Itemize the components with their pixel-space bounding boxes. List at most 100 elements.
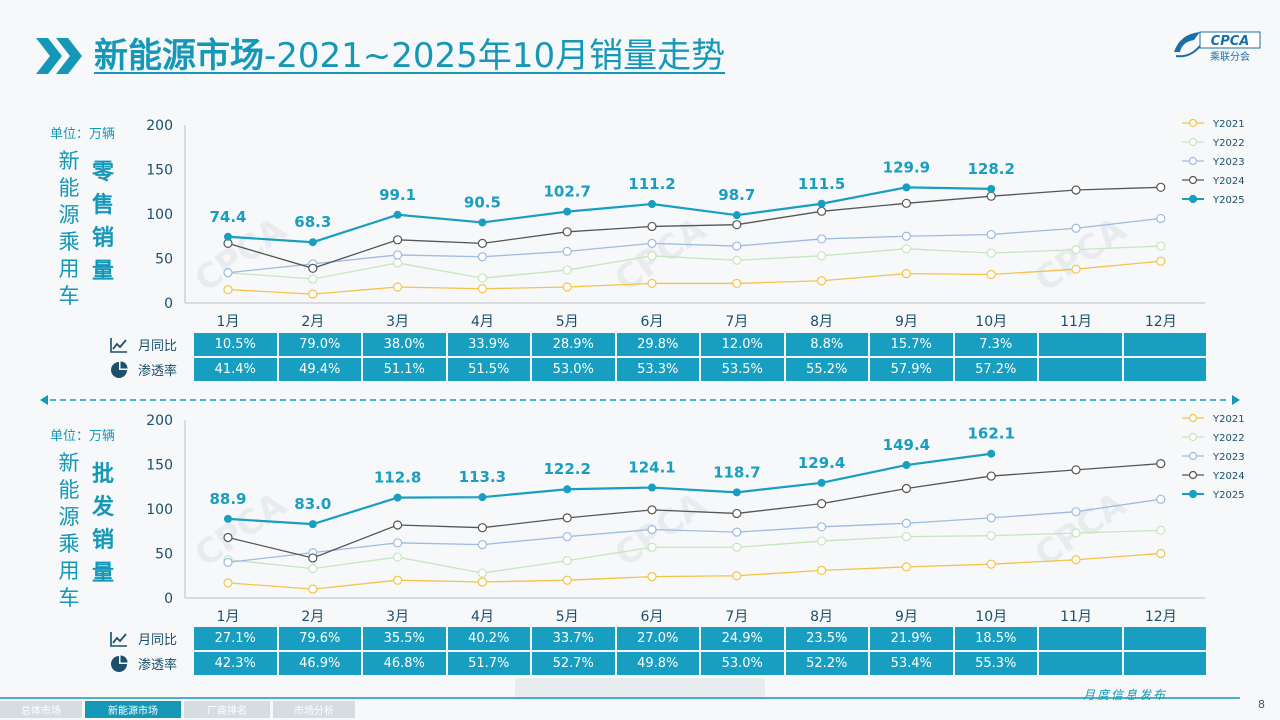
x-tick-label: 7月 [725, 609, 748, 625]
legend-label: Y2025 [1212, 490, 1245, 501]
data-point [562, 227, 572, 237]
data-point [901, 198, 912, 208]
data-point [986, 513, 996, 523]
data-point [1156, 548, 1166, 559]
data-point [986, 559, 996, 569]
data-label: 111.2 [628, 175, 675, 193]
series-line-Y2022 [227, 529, 1161, 574]
data-point [986, 248, 996, 258]
x-tick-label: 8月 [810, 314, 833, 330]
data-point [647, 505, 657, 515]
y-tick-label: 100 [146, 502, 173, 518]
data-point [393, 575, 403, 585]
legend-label: Y2025 [1212, 195, 1245, 206]
y-tick-label: 100 [146, 207, 173, 223]
data-point [732, 488, 741, 497]
yoy-cell: 79.0% [278, 333, 361, 356]
x-tick-label: 4月 [471, 609, 494, 625]
footer-bar [0, 697, 1240, 699]
y-tick-label: 0 [164, 591, 173, 607]
data-point [562, 246, 572, 256]
data-point [562, 556, 572, 566]
data-label: 162.1 [967, 425, 1014, 443]
retail-line-chart: 0 50 100 150 200 1月 2月 3月 4月 5月 6月 7月 8月 9月 10月 11月 12月 Y… [146, 118, 1245, 330]
y-tick-label: 50 [155, 547, 173, 563]
data-point [986, 191, 996, 201]
data-point [816, 536, 827, 546]
wholesale-vtitle-right: 批发销量 [91, 462, 114, 586]
page-title: 新能源市场-2021~2025年10月销量走势 [94, 36, 726, 76]
data-point [647, 238, 657, 248]
data-point [477, 284, 487, 294]
data-label: 122.2 [543, 460, 590, 478]
penetration-cell: 51.7% [447, 652, 530, 675]
data-point [223, 578, 233, 588]
data-point [1071, 528, 1081, 538]
pie-chart-icon [110, 361, 132, 379]
wholesale-penetration-row: 渗透率 42.3% 46.9% 46.8% 51.7% 52.7% 49.8% 53.0% 5… [104, 652, 1208, 675]
section-divider [40, 395, 1240, 405]
wholesale-vtitle-left: 新能源乘用车 [58, 451, 80, 610]
penetration-cell: 42.3% [194, 652, 277, 675]
data-point [1156, 494, 1166, 504]
penetration-cell: 53.4% [870, 652, 953, 675]
data-point [1156, 213, 1166, 224]
tab-nev-market[interactable]: 新能源市场 [85, 701, 181, 718]
data-point [477, 238, 487, 248]
yoy-cell: 79.6% [278, 627, 361, 650]
row-label: 渗透率 [104, 358, 194, 381]
x-tick-label: 4月 [471, 314, 494, 330]
series-line-Y2025 [227, 452, 992, 526]
data-point [1156, 241, 1166, 251]
data-point [1156, 256, 1166, 266]
penetration-cell: 46.8% [363, 652, 446, 675]
data-point [648, 200, 656, 209]
legend-marker [1188, 451, 1198, 461]
yoy-cell: 24.9% [701, 627, 784, 650]
data-point [563, 485, 572, 494]
wholesale-unit-label: 单位：万辆 [50, 429, 116, 444]
data-point [902, 461, 911, 470]
penetration-cell [1123, 652, 1206, 675]
data-label: 118.7 [713, 463, 760, 481]
data-point [308, 274, 318, 284]
legend-label: Y2023 [1212, 452, 1245, 463]
yoy-cell [1123, 627, 1206, 650]
data-label: 112.8 [374, 469, 421, 487]
cpca-logo: CPCA 乘联分会 [1174, 31, 1261, 63]
double-chevron-icon [36, 38, 82, 74]
y-tick-label: 0 [164, 296, 173, 312]
legend-label: Y2021 [1212, 119, 1245, 130]
x-tick-label: 9月 [895, 314, 918, 330]
yoy-cell: 33.9% [447, 333, 530, 356]
data-point [308, 584, 318, 594]
tab-manufacturer-ranking[interactable]: 厂商排名 [184, 701, 270, 718]
data-point [1071, 555, 1081, 565]
legend-label: Y2023 [1212, 157, 1245, 168]
tab-overall-market[interactable]: 总体市场 [0, 701, 82, 718]
data-point [223, 532, 233, 543]
yoy-cell [1039, 627, 1122, 650]
data-point [393, 552, 403, 562]
data-point [393, 520, 403, 530]
x-tick-label: 6月 [641, 609, 664, 625]
penetration-cell: 55.3% [954, 652, 1037, 675]
penetration-cell: 53.0% [532, 358, 615, 381]
data-point [1071, 465, 1081, 475]
data-point [901, 269, 912, 279]
data-point [816, 206, 827, 216]
legend-marker [1188, 489, 1198, 499]
data-point [477, 523, 487, 533]
data-label: 98.7 [718, 186, 755, 204]
penetration-cell: 51.1% [363, 358, 446, 381]
x-tick-label: 1月 [217, 314, 240, 330]
legend-label: Y2024 [1212, 471, 1245, 482]
x-tick-label: 3月 [386, 314, 409, 330]
x-tick-label: 11月 [1060, 609, 1092, 625]
yoy-cell: 8.8% [785, 333, 868, 356]
legend-marker [1188, 118, 1198, 128]
legend-marker [1188, 156, 1198, 166]
tab-market-analysis[interactable]: 市场分析 [273, 701, 355, 718]
data-label: 99.1 [379, 186, 416, 204]
series-line-Y2024 [227, 462, 1161, 559]
